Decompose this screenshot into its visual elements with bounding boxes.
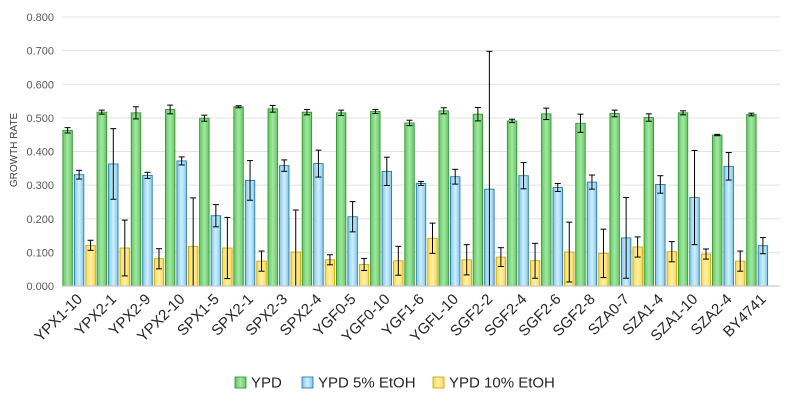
bar-ypd xyxy=(130,112,142,287)
legend-swatch xyxy=(234,376,247,389)
bar-ypd xyxy=(404,122,415,287)
bar-ypd xyxy=(712,134,723,287)
legend-label: YPD xyxy=(251,375,282,392)
bar-ypd xyxy=(677,112,689,287)
y-tick-label: 0.300 xyxy=(26,180,54,192)
bar-ypd-5-etoh xyxy=(518,175,529,287)
bar-ypd xyxy=(335,112,347,287)
y-tick-label: 0.000 xyxy=(26,281,54,293)
legend-swatch xyxy=(432,376,445,389)
legend-label: YPD 5% EtOH xyxy=(318,375,416,392)
y-tick-label: 0.800 xyxy=(26,12,54,24)
bar-ypd xyxy=(62,129,73,287)
bar-ypd xyxy=(575,122,586,287)
bar-ypd xyxy=(506,120,518,287)
bar-ypd xyxy=(301,111,313,287)
x-axis-labels: YPX1-10YPX2-1YPX2-9YPX2-10SPX1-5SPX2-1SP… xyxy=(31,291,769,346)
bar-ypd-5-etoh xyxy=(723,165,734,287)
bar-ypd xyxy=(267,108,278,287)
bar-ypd-5-etoh xyxy=(142,174,153,287)
y-tick-label: 0.700 xyxy=(26,46,54,58)
y-tick-label: 0.400 xyxy=(26,147,54,159)
bar-ypd xyxy=(472,113,484,287)
bar-ypd xyxy=(370,111,381,287)
bar-ypd-5-etoh xyxy=(73,174,85,287)
bar-ypd-5-etoh xyxy=(279,165,290,287)
y-tick-label: 0.200 xyxy=(26,214,54,226)
bar-ypd xyxy=(643,117,654,287)
bar-ypd-10-etoh xyxy=(85,244,96,287)
bar-ypd-5-etoh xyxy=(381,170,392,287)
bar-ypd xyxy=(438,110,449,287)
bar-ypd-5-etoh xyxy=(586,181,598,287)
bar-ypd-5-etoh xyxy=(655,184,666,287)
bar-ypd-5-etoh xyxy=(415,183,427,287)
bar-ypd-5-etoh xyxy=(552,187,563,287)
y-tick-label: 0.500 xyxy=(26,113,54,125)
bar-ypd-5-etoh xyxy=(313,163,324,287)
bars xyxy=(62,106,769,287)
y-tick-label: 0.600 xyxy=(26,79,54,91)
bar-ypd xyxy=(541,113,552,287)
legend-swatch xyxy=(301,376,314,389)
bar-ypd xyxy=(165,109,176,287)
x-tick-label: YPX1-10 xyxy=(31,291,85,345)
bar-ypd xyxy=(199,117,210,287)
bar-ypd xyxy=(233,106,244,287)
bar-ypd-5-etoh xyxy=(176,160,187,287)
bar-ypd xyxy=(746,114,757,287)
bar-ypd-5-etoh xyxy=(450,176,461,287)
y-axis-title: GROWTH RATE xyxy=(9,113,20,188)
legend-label: YPD 10% EtOH xyxy=(449,375,555,392)
y-axis-ticks: 0.000 0.100 0.200 0.300 0.400 0.500 0.600 0.700… xyxy=(26,12,54,293)
bar-ypd xyxy=(96,111,107,287)
y-tick-label: 0.100 xyxy=(26,247,54,259)
legend: YPD YPD 5% EtOH YPD 10% EtOH xyxy=(234,375,555,392)
error-bars xyxy=(64,50,766,287)
bar-ypd xyxy=(609,113,620,287)
